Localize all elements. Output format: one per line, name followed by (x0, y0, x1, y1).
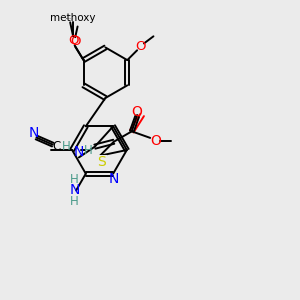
Text: S: S (97, 155, 106, 169)
Text: H: H (83, 143, 92, 157)
Text: methoxy_l: methoxy_l (66, 18, 73, 20)
Text: O: O (70, 35, 80, 48)
Text: O: O (68, 34, 78, 47)
Text: H: H (70, 195, 79, 208)
Text: N: N (29, 126, 39, 140)
Text: methoxy: methoxy (50, 13, 96, 22)
Text: H: H (70, 172, 79, 186)
Text: H: H (62, 140, 71, 153)
Text: C: C (52, 140, 61, 153)
Text: N: N (109, 172, 119, 186)
Text: O: O (132, 105, 142, 119)
Text: N: N (74, 145, 84, 159)
Text: O: O (136, 40, 146, 53)
Text: N: N (70, 183, 80, 197)
Text: O: O (150, 134, 161, 148)
